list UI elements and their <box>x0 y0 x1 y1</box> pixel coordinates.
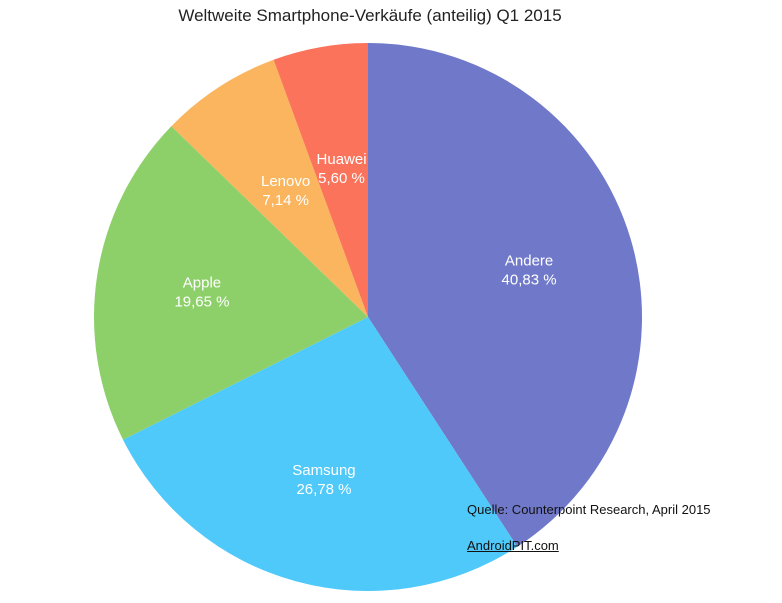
pie-slice-samsung <box>123 317 518 591</box>
slice-label-huawei: Huawei <box>317 151 367 168</box>
slice-label-lenovo: Lenovo <box>261 173 310 190</box>
slice-value-apple: 19,65 % <box>174 293 229 310</box>
slice-label-apple: Apple <box>183 274 221 291</box>
pie-slice-huawei <box>273 43 368 317</box>
slice-value-lenovo: 7,14 % <box>262 192 309 209</box>
chart-title: Weltweite Smartphone-Verkäufe (anteilig)… <box>178 6 562 25</box>
pie-slice-lenovo <box>171 59 368 317</box>
pie-labels: Andere 40,83 % Samsung 26,78 % Apple 19,65 % L… <box>174 151 556 498</box>
slice-value-samsung: 26,78 % <box>296 481 351 498</box>
slice-value-huawei: 5,60 % <box>318 170 365 187</box>
slice-label-samsung: Samsung <box>292 462 355 479</box>
site-link[interactable]: AndroidPIT.com <box>467 538 559 553</box>
source-note: Quelle: Counterpoint Research, April 201… <box>467 502 711 517</box>
slice-label-andere: Andere <box>505 252 553 269</box>
pie-slice-apple <box>94 126 369 440</box>
pie-slices <box>94 43 642 591</box>
pie-slice-andere <box>368 43 642 547</box>
slice-value-andere: 40,83 % <box>502 271 557 288</box>
